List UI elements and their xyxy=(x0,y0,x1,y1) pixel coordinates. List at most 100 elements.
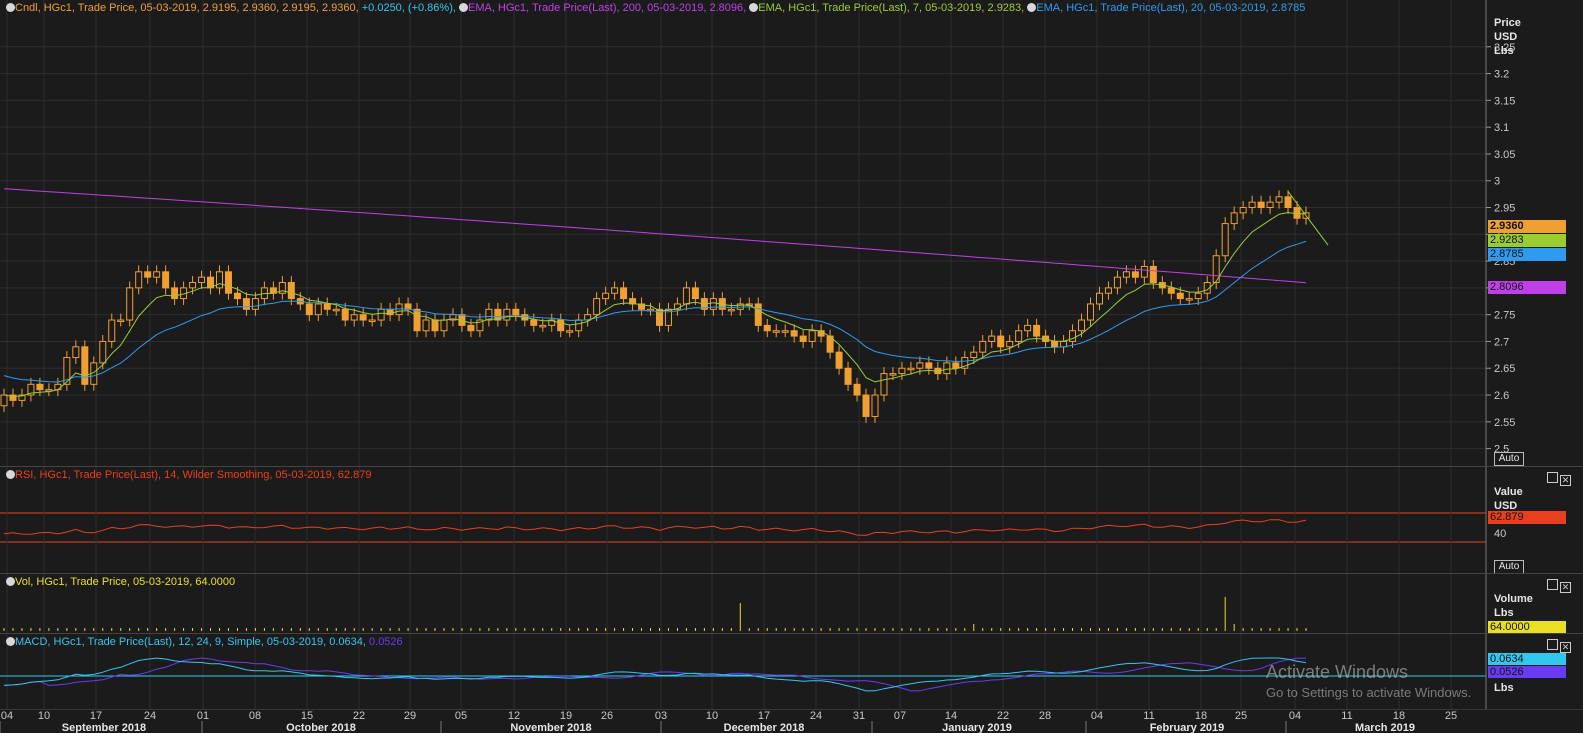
x-tick-label: 17 xyxy=(758,710,770,722)
volume-panel: Vol, HGc1, Trade Price, 05-03-2019, 64.0… xyxy=(0,573,1583,634)
month-label: December 2018 xyxy=(724,722,805,733)
candle-body xyxy=(1230,212,1238,225)
candle-body xyxy=(341,308,349,321)
chart-legend-icon[interactable] xyxy=(6,470,15,479)
candle-body xyxy=(961,357,969,369)
candle-body xyxy=(1185,298,1193,301)
candle-body xyxy=(1095,292,1103,305)
candle-body xyxy=(566,330,574,333)
x-tick-label: 10 xyxy=(706,710,718,722)
x-tick-label: 11 xyxy=(1143,710,1154,722)
candle-body xyxy=(278,282,286,294)
volume-axis-header: Volume Lbs xyxy=(1494,592,1533,620)
candle-body xyxy=(1006,340,1014,348)
candle-body xyxy=(593,298,601,316)
candle-body xyxy=(377,308,385,321)
candle-body xyxy=(781,330,789,333)
candle-body xyxy=(135,271,143,289)
maximize-icon[interactable] xyxy=(1547,639,1558,650)
price-axis-header: Price USD Lbs xyxy=(1494,16,1521,58)
candle-body xyxy=(997,335,1005,348)
candle-body xyxy=(162,271,170,289)
candle-body xyxy=(476,319,484,332)
candle-body xyxy=(530,319,538,326)
candle-body xyxy=(18,394,26,401)
candle-body xyxy=(1078,319,1086,332)
candle-body xyxy=(1060,340,1068,348)
chart-legend-icon[interactable] xyxy=(6,577,15,586)
candle-body xyxy=(970,351,978,359)
candle-body xyxy=(1194,292,1202,300)
x-tick-label: 04 xyxy=(1,710,13,722)
candle-body xyxy=(655,308,663,326)
candle-body xyxy=(727,308,735,312)
candle-body xyxy=(63,357,71,385)
badge-last-price: 2.9360 xyxy=(1488,220,1566,233)
candle-body xyxy=(332,308,340,312)
y-tick-label: 2.6 xyxy=(1494,390,1509,402)
candle-body xyxy=(1284,196,1292,209)
panel-controls: ✕ xyxy=(1547,470,1571,488)
candle-body xyxy=(512,308,520,316)
candle-body xyxy=(1113,276,1121,289)
candle-body xyxy=(1212,255,1220,284)
x-tick-label: 29 xyxy=(404,710,416,722)
legend-rsi: RSI, HGc1, Trade Price(Last), 14, Wilder… xyxy=(15,469,372,481)
candle-body xyxy=(1149,265,1157,284)
x-tick-label: 24 xyxy=(144,710,156,722)
auto-scale-button[interactable]: Auto xyxy=(1494,560,1524,574)
candle-body xyxy=(862,394,870,417)
chart-legend-icon[interactable] xyxy=(6,637,15,646)
rsi-level-label: 40 xyxy=(1494,528,1507,540)
x-tick-label: 01 xyxy=(197,710,209,722)
y-tick-label: 2.7 xyxy=(1494,336,1509,348)
candle-body xyxy=(189,282,197,289)
volume-legend: Vol, HGc1, Trade Price, 05-03-2019, 64.0… xyxy=(6,576,235,588)
candle-body xyxy=(126,287,134,321)
candle-body xyxy=(925,362,933,369)
candle-body xyxy=(1015,330,1023,342)
candle-body xyxy=(72,346,80,359)
candle-body xyxy=(359,314,367,321)
close-icon[interactable]: ✕ xyxy=(1560,475,1571,486)
chart-legend-icon[interactable] xyxy=(6,3,15,12)
candle-body xyxy=(1257,201,1265,209)
candle-body xyxy=(1167,287,1175,294)
y-tick-label: 2.55 xyxy=(1494,417,1515,429)
candle-body xyxy=(539,324,547,328)
y-tick-label: 2.95 xyxy=(1494,203,1515,215)
candle-body xyxy=(9,394,17,401)
chart-legend-icon[interactable] xyxy=(458,3,468,12)
macd-legend: MACD, HGc1, Trade Price(Last), 12, 24, 9… xyxy=(6,636,403,648)
x-tick-label: 17 xyxy=(90,710,102,722)
candle-body xyxy=(772,330,780,333)
close-icon[interactable]: ✕ xyxy=(1560,582,1571,593)
maximize-icon[interactable] xyxy=(1547,579,1558,590)
chart-legend-icon[interactable] xyxy=(1027,3,1037,12)
candle-body xyxy=(557,319,565,332)
macd-line xyxy=(3,657,1307,692)
candle-body xyxy=(763,324,771,332)
close-icon[interactable]: ✕ xyxy=(1560,642,1571,653)
candle-body xyxy=(494,308,502,321)
price-legend: Cndl, HGc1, Trade Price, 05-03-2019, 2.9… xyxy=(6,2,1305,14)
chart-legend-icon[interactable] xyxy=(749,3,759,12)
x-tick-label: 03 xyxy=(655,710,667,722)
maximize-icon[interactable] xyxy=(1547,472,1558,483)
rsi-chart xyxy=(0,467,1487,574)
candle-body xyxy=(988,335,996,342)
candle-body xyxy=(314,303,322,316)
legend-volume: Vol, HGc1, Trade Price, 05-03-2019, 64.0… xyxy=(15,576,236,588)
candle-body xyxy=(1086,303,1094,321)
badge-signal: 0.0526 xyxy=(1488,666,1566,678)
candle-body xyxy=(979,340,987,353)
axis-header-line: Lbs xyxy=(1494,607,1514,619)
candle-body xyxy=(754,303,762,326)
candle-body xyxy=(503,308,511,321)
price-chart: 2.52.552.62.652.72.752.82.852.92.9533.05… xyxy=(0,0,1515,466)
y-tick-label: 3 xyxy=(1494,176,1500,188)
candle-body xyxy=(1275,196,1283,203)
badge-ema20: 2.8785 xyxy=(1488,248,1566,261)
auto-scale-button[interactable]: Auto xyxy=(1494,452,1524,466)
x-tick-label: 14 xyxy=(945,710,957,722)
